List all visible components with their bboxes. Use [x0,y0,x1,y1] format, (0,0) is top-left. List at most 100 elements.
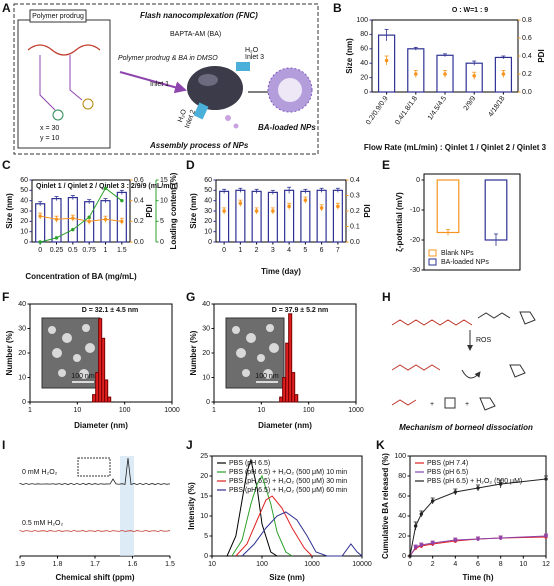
y-axis-label: Number (%) [189,330,198,375]
y-tick-label: 25 [200,453,208,460]
y-tick-label: 40 [360,60,368,67]
x-tick-label: 1.9 [15,561,25,568]
x-tick-label: 10 [519,561,527,568]
x-tick-label: 1000 [304,561,320,568]
inlet1: Inlet 1 [150,81,169,88]
particle [236,348,246,358]
x-tick-label: 3 [271,247,275,254]
x-tick-label: 0 [222,247,226,254]
point [222,209,226,213]
point [336,204,340,209]
panel-label: J [186,438,193,452]
point [419,543,424,547]
x-tick-label: 1 [104,247,108,254]
point [498,482,503,486]
y2-tick-label: 0.1 [350,223,360,230]
point [476,537,480,541]
histogram-bar [107,396,112,403]
legend-swatch [428,249,437,257]
point [38,240,42,244]
bond-chain [477,312,511,319]
y-tick-label: 20 [18,350,26,357]
point [303,198,308,202]
schematic-a: Polymer prodrug x = 30 y = 10 Flash nano… [13,3,319,155]
x-axis-label: Size (nm) [269,573,305,582]
ring [82,98,94,110]
histogram-bar [101,337,106,403]
y-tick-label: 100 [356,17,368,24]
y-tick-label: 10 [202,374,210,381]
point [413,545,418,549]
mixer-light [198,74,218,86]
x-tick-label: 1 [28,407,32,414]
panel-label: B [333,1,342,15]
point [71,216,75,220]
highlight [120,456,134,556]
point [54,217,59,221]
bar [436,179,460,234]
spectrum-trace [19,530,171,532]
x-tick-label: 100 [303,407,315,414]
point [453,538,458,542]
point [120,198,124,203]
x-axis-label: Time (day) [261,267,301,276]
drug-label: BAPTA-AM (BA) [170,31,221,38]
y-tick-label: 80 [398,473,406,480]
particle [58,369,66,377]
y-tick-label: 40 [202,301,210,308]
plot-frame [423,173,521,271]
mechanism-caption: Mechanism of borneol dissociation [399,423,533,432]
mixer [187,66,243,110]
x-tick-label: 1.5 [165,561,175,568]
x-tick-label: 0.2/0.9/0.9 [365,95,390,126]
y-tick-label: 80 [360,31,368,38]
point [287,204,291,209]
y-tick-label: 0 [24,239,28,246]
panel-label: F [2,290,9,304]
y-tick-label: 20 [360,74,368,81]
x-tick-label: 6 [476,561,480,568]
x-tick-label: 1/4.5/4.5 [427,95,448,121]
x-axis-label: Diameter (nm) [74,421,128,430]
plot-frame [211,455,363,557]
y-tick-label: -30 [410,267,420,274]
y-tick-label: 10 [20,229,28,236]
legend-label: Blank NPs [441,250,474,257]
y-tick-label: -10 [410,207,420,214]
y2-tick-label: 0.3 [350,192,360,199]
x-tick-label: 2/9/9 [463,95,478,112]
bar [251,190,262,243]
point [501,72,506,76]
x-tick-label: 100 [119,407,131,414]
bond-chain [391,319,473,326]
y-tick-label: 30 [204,208,212,215]
annotation: D = 37.9 ± 5.2 nm [272,307,329,314]
product-label: BA-loaded NPs [258,123,316,132]
y3-tick-label: 0 [160,239,164,246]
y-tick-label: 50 [204,187,212,194]
x-tick-label: 0.75 [82,247,96,254]
y-tick-label: 60 [204,177,212,184]
chain [27,44,101,56]
point [319,206,324,210]
y-tick-label: 60 [360,46,368,53]
y-axis-label: Size (nm) [189,193,198,229]
bond-chain [391,364,441,371]
legend-label: PBS (pH 6.5) [229,460,270,467]
bar [267,191,278,243]
point [254,209,259,213]
y-tick-label: 40 [398,513,406,520]
x-tick-label: 1.6 [128,561,138,568]
particle [232,326,240,334]
x-tick-label: 1 [238,247,242,254]
panel-label: K [376,438,385,452]
particle [263,369,273,379]
x-tick-label: 10 [257,407,265,414]
thiirane [444,397,456,409]
y-tick-label: 100 [394,453,406,460]
histogram-bar [104,379,109,403]
series-line [40,215,122,222]
y-tick-label: 0 [402,553,406,560]
particle [85,343,95,353]
legend-label: PBS (pH 6.5) [427,469,468,476]
